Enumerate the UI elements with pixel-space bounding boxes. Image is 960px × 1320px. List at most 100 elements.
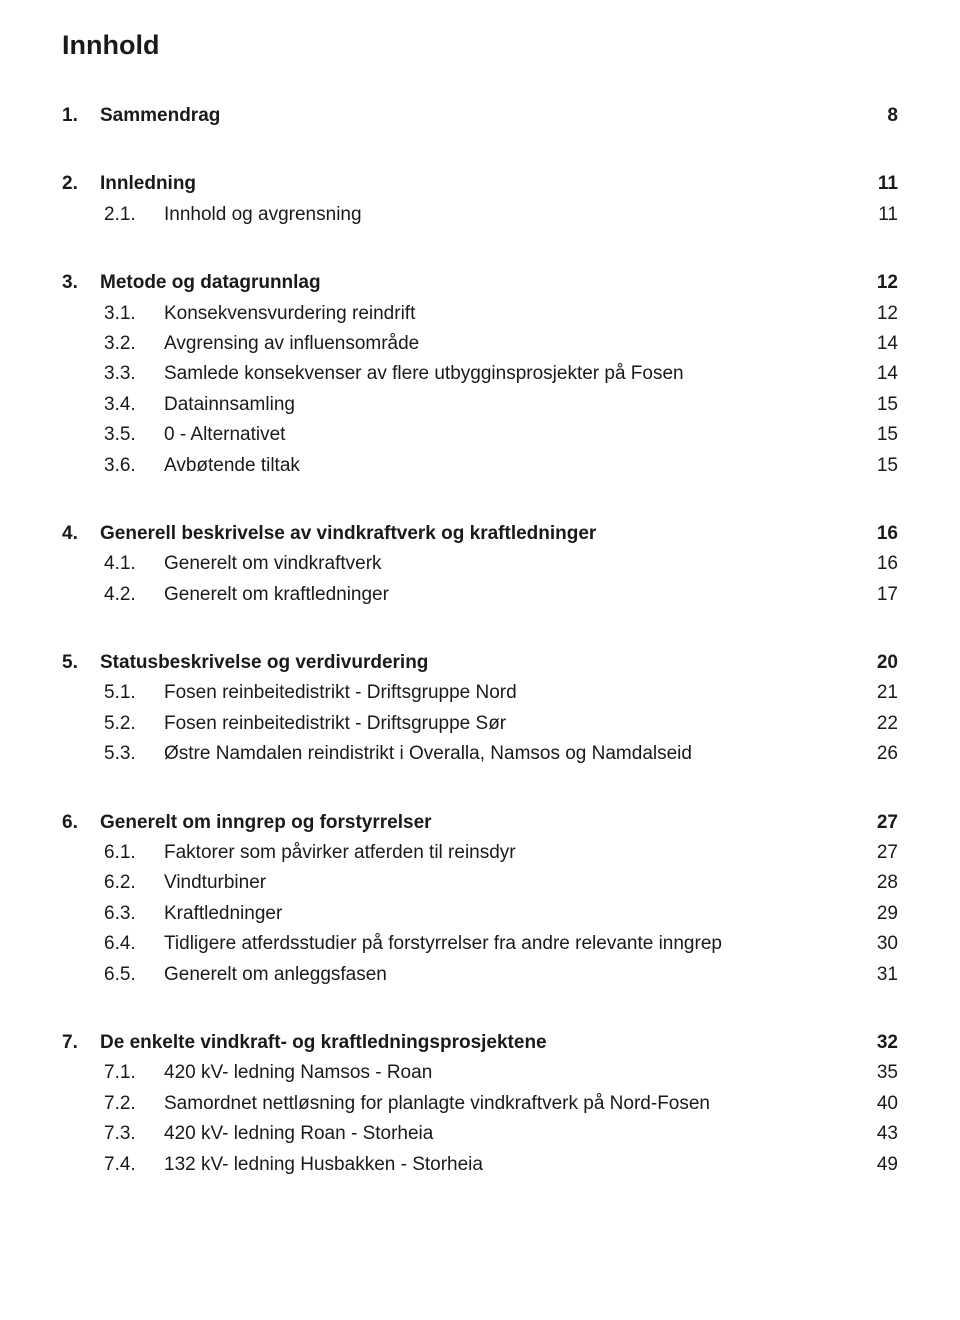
toc-entry-lvl1: 5.Statusbeskrivelse og verdivurdering 20 bbox=[62, 648, 898, 678]
toc-entry-lvl1-title: Innledning bbox=[100, 169, 196, 199]
toc-entry-lvl1: 4.Generell beskrivelse av vindkraftverk … bbox=[62, 519, 898, 549]
toc-entry-lvl2: 3.2.Avgrensing av influensområde14 bbox=[104, 329, 898, 359]
toc-entry-lvl2: 4.2.Generelt om kraftledninger 17 bbox=[104, 580, 898, 610]
toc-entry-lvl2-title: 420 kV- ledning Roan - Storheia bbox=[164, 1119, 433, 1149]
toc-entry-lvl2: 5.3.Østre Namdalen reindistrikt i Overal… bbox=[104, 739, 898, 769]
toc-entry-lvl2-title: Avgrensing av influensområde bbox=[164, 329, 419, 359]
toc-entry-lvl1-page: 11 bbox=[856, 169, 898, 199]
toc-entry-lvl1: 7.De enkelte vindkraft- og kraftlednings… bbox=[62, 1028, 898, 1058]
toc-entry-lvl2-number: 5.2. bbox=[104, 709, 164, 739]
toc-entry-lvl2: 2.1.Innhold og avgrensning11 bbox=[104, 200, 898, 230]
toc-entry-lvl2-title: Generelt om vindkraftverk bbox=[164, 549, 382, 579]
toc-entry-lvl2-page: 15 bbox=[856, 390, 898, 420]
toc-entry-lvl1-number: 6. bbox=[62, 808, 100, 838]
toc-entry-lvl2-title: Tidligere atferdsstudier på forstyrrelse… bbox=[164, 929, 722, 959]
toc-entry-lvl2-number: 3.3. bbox=[104, 359, 164, 389]
toc-entry-lvl2-page: 40 bbox=[856, 1089, 898, 1119]
toc-entry-lvl1-page: 20 bbox=[856, 648, 898, 678]
toc-entry-lvl2-page: 27 bbox=[856, 838, 898, 868]
toc-entry-lvl2: 5.1.Fosen reinbeitedistrikt - Driftsgrup… bbox=[104, 678, 898, 708]
toc-entry-lvl2-title: Fosen reinbeitedistrikt - Driftsgruppe S… bbox=[164, 709, 506, 739]
toc-entry-lvl2-number: 3.5. bbox=[104, 420, 164, 450]
toc-entry-lvl2-number: 6.4. bbox=[104, 929, 164, 959]
toc-section: 1.Sammendrag8 bbox=[62, 101, 898, 131]
toc-entry-lvl2-number: 5.3. bbox=[104, 739, 164, 769]
toc-section: 5.Statusbeskrivelse og verdivurdering205… bbox=[62, 648, 898, 770]
toc-entry-lvl1-page: 27 bbox=[856, 808, 898, 838]
toc-entry-lvl2: 3.3.Samlede konsekvenser av flere utbygg… bbox=[104, 359, 898, 389]
toc-entry-lvl2-page: 15 bbox=[856, 451, 898, 481]
toc-entry-lvl2: 3.5.0 - Alternativet 15 bbox=[104, 420, 898, 450]
toc-entry-lvl2-number: 3.1. bbox=[104, 299, 164, 329]
toc-entry-lvl2-page: 14 bbox=[856, 359, 898, 389]
toc-section: 3.Metode og datagrunnlag 12 3.1.Konsekvens… bbox=[62, 268, 898, 481]
toc-entry-lvl2-page: 16 bbox=[856, 549, 898, 579]
toc-entry-lvl2: 7.4.132 kV- ledning Husbakken - Storheia… bbox=[104, 1150, 898, 1180]
toc-entry-lvl2-number: 6.2. bbox=[104, 868, 164, 898]
toc-entry-lvl2-number: 3.2. bbox=[104, 329, 164, 359]
toc-entry-lvl2: 4.1.Generelt om vindkraftverk 16 bbox=[104, 549, 898, 579]
toc-entry-lvl2-page: 21 bbox=[856, 678, 898, 708]
toc-entry-lvl2-title: Generelt om kraftledninger bbox=[164, 580, 389, 610]
toc-entry-lvl1-page: 12 bbox=[856, 268, 898, 298]
toc-entry-lvl2-number: 7.4. bbox=[104, 1150, 164, 1180]
toc-entry-lvl1-number: 7. bbox=[62, 1028, 100, 1058]
toc-entry-lvl2-number: 3.4. bbox=[104, 390, 164, 420]
toc-entry-lvl1-title: Metode og datagrunnlag bbox=[100, 268, 321, 298]
toc-entry-lvl2: 6.2.Vindturbiner 28 bbox=[104, 868, 898, 898]
toc-page: Innhold 1.Sammendrag82.Innledning112.1.I… bbox=[0, 0, 960, 1258]
toc-entry-lvl2-number: 6.3. bbox=[104, 899, 164, 929]
toc-entry-lvl2-title: Generelt om anleggsfasen bbox=[164, 960, 387, 990]
toc-entry-lvl1-number: 1. bbox=[62, 101, 100, 131]
toc-entry-lvl2-title: Samlede konsekvenser av flere utbygginsp… bbox=[164, 359, 684, 389]
toc-entry-lvl2-title: Faktorer som påvirker atferden til reins… bbox=[164, 838, 516, 868]
toc-entry-lvl1-title: Generell beskrivelse av vindkraftverk og… bbox=[100, 519, 596, 549]
toc-entry-lvl1: 3.Metode og datagrunnlag 12 bbox=[62, 268, 898, 298]
toc-entry-lvl2-number: 7.2. bbox=[104, 1089, 164, 1119]
toc-entry-lvl1-number: 5. bbox=[62, 648, 100, 678]
toc-entry-lvl2: 6.3.Kraftledninger 29 bbox=[104, 899, 898, 929]
toc-entry-lvl2-title: 0 - Alternativet bbox=[164, 420, 285, 450]
toc-entry-lvl2-title: Avbøtende tiltak bbox=[164, 451, 300, 481]
toc-entry-lvl2-page: 12 bbox=[856, 299, 898, 329]
toc-entry-lvl2-number: 7.3. bbox=[104, 1119, 164, 1149]
toc-entry-lvl2-title: Innhold og avgrensning bbox=[164, 200, 362, 230]
toc-entry-lvl2-page: 49 bbox=[856, 1150, 898, 1180]
toc-entry-lvl1-title: Statusbeskrivelse og verdivurdering bbox=[100, 648, 428, 678]
toc-entry-lvl2-title: Fosen reinbeitedistrikt - Driftsgruppe N… bbox=[164, 678, 517, 708]
toc-entry-lvl2: 3.4.Datainnsamling15 bbox=[104, 390, 898, 420]
toc-entry-lvl2-title: Samordnet nettløsning for planlagte vind… bbox=[164, 1089, 710, 1119]
toc-entry-lvl2: 7.3.420 kV- ledning Roan - Storheia43 bbox=[104, 1119, 898, 1149]
toc-entry-lvl2-page: 30 bbox=[856, 929, 898, 959]
toc-entry-lvl2-title: Kraftledninger bbox=[164, 899, 282, 929]
toc-entry-lvl2-number: 5.1. bbox=[104, 678, 164, 708]
toc-entry-lvl2-page: 29 bbox=[856, 899, 898, 929]
toc-entry-lvl1: 6.Generelt om inngrep og forstyrrelser 27 bbox=[62, 808, 898, 838]
toc-entry-lvl1-page: 16 bbox=[856, 519, 898, 549]
toc-entry-lvl2: 7.2.Samordnet nettløsning for planlagte … bbox=[104, 1089, 898, 1119]
toc-entry-lvl2-title: Konsekvensvurdering reindrift bbox=[164, 299, 415, 329]
toc-body: 1.Sammendrag82.Innledning112.1.Innhold o… bbox=[62, 101, 898, 1180]
toc-entry-lvl1-title: De enkelte vindkraft- og kraftledningspr… bbox=[100, 1028, 547, 1058]
toc-entry-lvl2: 6.1.Faktorer som påvirker atferden til r… bbox=[104, 838, 898, 868]
toc-section: 2.Innledning112.1.Innhold og avgrensning… bbox=[62, 169, 898, 230]
toc-entry-lvl1-number: 3. bbox=[62, 268, 100, 298]
toc-entry-lvl2-page: 26 bbox=[856, 739, 898, 769]
toc-entry-lvl2-title: 132 kV- ledning Husbakken - Storheia bbox=[164, 1150, 483, 1180]
toc-entry-lvl2: 6.5.Generelt om anleggsfasen31 bbox=[104, 960, 898, 990]
toc-entry-lvl2: 5.2.Fosen reinbeitedistrikt - Driftsgrup… bbox=[104, 709, 898, 739]
toc-entry-lvl2-title: Vindturbiner bbox=[164, 868, 266, 898]
toc-entry-lvl2: 3.6.Avbøtende tiltak15 bbox=[104, 451, 898, 481]
toc-entry-lvl2-page: 11 bbox=[856, 200, 898, 230]
toc-entry-lvl2-page: 28 bbox=[856, 868, 898, 898]
toc-entry-lvl2-page: 17 bbox=[856, 580, 898, 610]
toc-entry-lvl2-number: 4.2. bbox=[104, 580, 164, 610]
toc-entry-lvl2-number: 6.1. bbox=[104, 838, 164, 868]
toc-section: 4.Generell beskrivelse av vindkraftverk … bbox=[62, 519, 898, 610]
toc-entry-lvl1: 1.Sammendrag8 bbox=[62, 101, 898, 131]
toc-entry-lvl1-title: Sammendrag bbox=[100, 101, 220, 131]
toc-entry-lvl1-title: Generelt om inngrep og forstyrrelser bbox=[100, 808, 432, 838]
toc-entry-lvl2-title: 420 kV- ledning Namsos - Roan bbox=[164, 1058, 432, 1088]
toc-entry-lvl2-number: 4.1. bbox=[104, 549, 164, 579]
toc-entry-lvl2-page: 15 bbox=[856, 420, 898, 450]
